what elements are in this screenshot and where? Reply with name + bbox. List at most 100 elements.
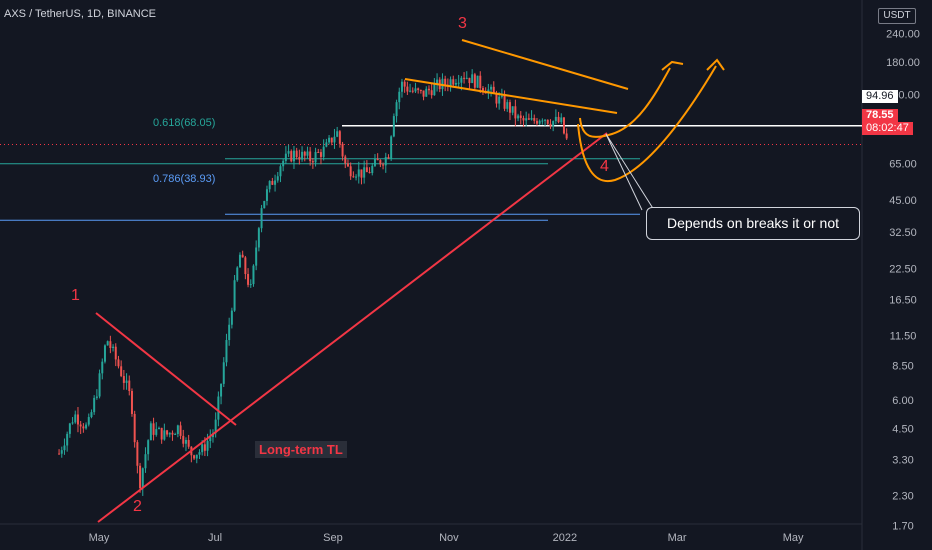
x-tick-label-0: May bbox=[89, 532, 110, 544]
candle-body-182 bbox=[549, 123, 552, 127]
chart-header: AXS / TetherUS, 1D, BINANCE bbox=[4, 8, 160, 20]
candle-body-174 bbox=[527, 118, 530, 120]
candle-body-96 bbox=[317, 151, 320, 153]
candle-body-92 bbox=[306, 151, 309, 156]
candle-body-36 bbox=[155, 429, 158, 435]
candle-body-6 bbox=[74, 414, 77, 423]
wave-label-3: 3 bbox=[458, 15, 467, 32]
candle-body-167 bbox=[508, 102, 511, 113]
candle-body-19 bbox=[109, 341, 112, 349]
candle-body-4 bbox=[68, 423, 71, 434]
candle-body-13 bbox=[93, 397, 96, 413]
candle-body-161 bbox=[492, 86, 495, 94]
wave-label-1: 1 bbox=[71, 287, 80, 304]
candle-body-47 bbox=[184, 440, 187, 444]
candle-body-183 bbox=[552, 121, 555, 127]
projection-arrowhead-shallow bbox=[661, 60, 684, 71]
candle-body-70 bbox=[247, 273, 250, 285]
candle-body-64 bbox=[230, 310, 233, 325]
candle-body-1 bbox=[60, 450, 63, 454]
resistance-price-tag: 94.96 bbox=[862, 90, 898, 103]
candle-body-46 bbox=[182, 435, 185, 444]
y-tick-label-4: 65.00 bbox=[889, 158, 917, 170]
candle-body-0 bbox=[58, 453, 61, 455]
candle-body-146 bbox=[452, 79, 455, 85]
candle-body-162 bbox=[495, 93, 498, 104]
candle-body-111 bbox=[357, 169, 360, 177]
candle-body-77 bbox=[265, 189, 268, 202]
candle-body-89 bbox=[298, 156, 301, 160]
channel-upper-line bbox=[461, 39, 629, 90]
candle-body-86 bbox=[290, 151, 293, 162]
projection-arrowhead-deep bbox=[706, 58, 725, 71]
projection-path-shallow bbox=[579, 67, 671, 138]
current-price-tag: 78.55 bbox=[862, 109, 898, 122]
candle-body-71 bbox=[249, 284, 252, 286]
candle-body-15 bbox=[98, 373, 101, 397]
candle-body-95 bbox=[314, 151, 317, 163]
candle-body-171 bbox=[519, 115, 522, 118]
candle-body-82 bbox=[279, 166, 282, 177]
candle-body-107 bbox=[346, 163, 349, 167]
candle-body-155 bbox=[476, 75, 479, 88]
candle-body-123 bbox=[390, 136, 393, 159]
candle-body-7 bbox=[76, 414, 79, 425]
y-tick-label-13: 3.30 bbox=[892, 454, 913, 466]
candle-body-26 bbox=[128, 380, 131, 391]
candle-body-55 bbox=[206, 441, 209, 451]
candle-body-93 bbox=[309, 151, 312, 162]
candle-body-185 bbox=[557, 116, 560, 123]
candle-body-33 bbox=[147, 440, 150, 455]
candle-body-139 bbox=[433, 84, 436, 96]
candle-body-80 bbox=[274, 180, 277, 185]
candle-body-153 bbox=[471, 74, 474, 84]
candle-body-48 bbox=[187, 440, 190, 447]
candle-body-73 bbox=[255, 247, 258, 266]
candle-body-39 bbox=[163, 430, 166, 440]
candle-body-188 bbox=[565, 133, 568, 139]
candle-body-122 bbox=[387, 157, 390, 159]
candle-body-10 bbox=[85, 424, 88, 429]
candle-body-90 bbox=[301, 151, 304, 160]
candle-body-43 bbox=[174, 434, 177, 436]
candle-body-37 bbox=[157, 427, 160, 430]
y-tick-label-7: 22.50 bbox=[889, 264, 917, 276]
candle-body-23 bbox=[120, 366, 123, 377]
candle-body-74 bbox=[257, 228, 260, 248]
fib-618-label: 0.618(68.05) bbox=[153, 117, 216, 129]
callout-pointer bbox=[605, 133, 655, 211]
candle-body-16 bbox=[101, 361, 104, 374]
symbol-title: AXS / TetherUS, 1D, BINANCE bbox=[4, 8, 157, 20]
y-tick-label-12: 4.50 bbox=[892, 424, 913, 436]
candle-body-114 bbox=[365, 167, 368, 173]
currency-unit-badge[interactable]: USDT bbox=[878, 8, 916, 24]
y-tick-label-9: 11.50 bbox=[890, 330, 917, 342]
candle-body-83 bbox=[282, 160, 285, 167]
candle-body-14 bbox=[95, 396, 98, 398]
candle-body-101 bbox=[330, 137, 333, 143]
candle-body-133 bbox=[417, 88, 420, 90]
candle-body-184 bbox=[554, 116, 557, 122]
candle-body-132 bbox=[414, 88, 417, 92]
candle-body-148 bbox=[457, 82, 460, 84]
candle-body-84 bbox=[284, 153, 287, 161]
candle-body-11 bbox=[87, 417, 90, 425]
candle-body-156 bbox=[479, 75, 482, 89]
candle-body-138 bbox=[430, 90, 433, 96]
candle-body-169 bbox=[514, 106, 517, 119]
candle-body-102 bbox=[333, 136, 336, 143]
y-tick-label-0: 240.00 bbox=[886, 29, 920, 41]
candle-body-137 bbox=[427, 88, 430, 91]
candle-body-66 bbox=[236, 267, 239, 281]
candle-body-106 bbox=[344, 156, 347, 164]
candle-body-22 bbox=[117, 359, 120, 367]
candle-body-60 bbox=[220, 383, 223, 397]
candle-body-85 bbox=[287, 151, 290, 154]
triangle-upper-line bbox=[95, 312, 237, 426]
candle-body-115 bbox=[368, 172, 371, 174]
candle-body-164 bbox=[500, 95, 503, 97]
candle-body-62 bbox=[225, 340, 228, 363]
candle-body-30 bbox=[139, 465, 142, 489]
candle-body-109 bbox=[352, 176, 355, 178]
